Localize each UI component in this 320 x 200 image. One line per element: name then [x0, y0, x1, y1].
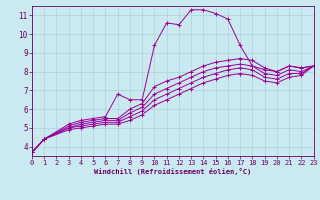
X-axis label: Windchill (Refroidissement éolien,°C): Windchill (Refroidissement éolien,°C): [94, 168, 252, 175]
